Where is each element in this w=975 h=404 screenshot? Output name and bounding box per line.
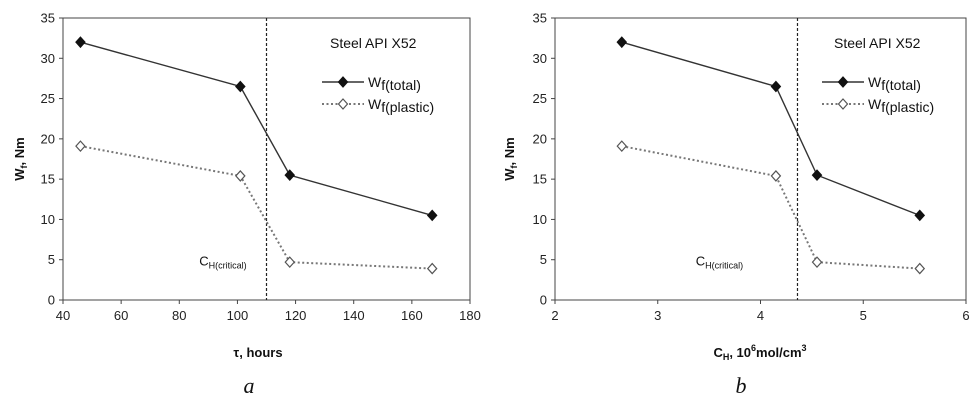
y-tick-label: 30 <box>41 51 55 66</box>
x-tick-label: 140 <box>343 308 365 323</box>
x-tick-label: 5 <box>860 308 867 323</box>
chart-panel-b: 0 5 10 15 20 25 30 35 2 3 4 5 6 Wf, Nm CH, 106mol/cm3 b… <box>502 11 970 399</box>
y-tick-label: 30 <box>533 51 547 66</box>
series-line-1 <box>621 145 920 270</box>
x-axis-title: τ, hours <box>233 345 282 360</box>
data-point <box>616 36 628 49</box>
x-tick-label: 6 <box>962 308 969 323</box>
critical-label: CH(critical) <box>199 253 246 270</box>
data-point <box>770 170 782 182</box>
y-tick-label: 0 <box>48 293 55 308</box>
data-point <box>235 170 246 182</box>
x-tick-label: 160 <box>401 308 423 323</box>
chart-annotation-title: Steel API X52 <box>330 35 417 51</box>
x-tick-label: 100 <box>227 308 249 323</box>
y-tick-label: 5 <box>48 252 55 267</box>
y-tick-label: 15 <box>533 172 547 187</box>
chart-annotation-title: Steel API X52 <box>834 35 921 51</box>
x-tick-label: 60 <box>114 308 128 323</box>
legend-label: Wf(total) <box>868 74 921 93</box>
critical-label: CH(critical) <box>696 253 743 270</box>
y-axis-title: Wf, Nm <box>12 137 29 180</box>
x-tick-label: 4 <box>757 308 764 323</box>
y-tick-label: 25 <box>533 91 547 106</box>
legend-label: Wf(plastic) <box>868 96 934 115</box>
legend-marker <box>337 76 349 88</box>
data-point <box>75 140 86 153</box>
y-axis-title: Wf, Nm <box>502 137 519 180</box>
legend-label: Wf(plastic) <box>368 96 434 115</box>
data-point <box>426 209 438 222</box>
chart-panel-a: 0 5 10 15 20 25 30 35 40 60 80 100 120 140 160 180 Wf, N… <box>12 11 481 399</box>
x-tick-label: 40 <box>56 308 70 323</box>
x-tick-label: 3 <box>654 308 661 323</box>
data-point <box>770 80 782 93</box>
legend-marker <box>837 98 849 110</box>
y-tick-label: 35 <box>41 11 55 26</box>
y-tick-label: 5 <box>540 252 547 267</box>
data-point <box>75 36 86 49</box>
legend-marker <box>337 98 349 110</box>
data-point <box>284 169 296 182</box>
data-point <box>235 80 246 93</box>
y-tick-label: 0 <box>540 293 547 308</box>
legend-marker <box>837 76 849 88</box>
x-tick-label: 2 <box>551 308 558 323</box>
y-tick-label: 15 <box>41 172 55 187</box>
y-tick-label: 10 <box>41 212 55 227</box>
x-tick-label: 180 <box>459 308 481 323</box>
y-tick-label: 25 <box>41 91 55 106</box>
data-point <box>426 262 438 275</box>
x-tick-label: 120 <box>285 308 307 323</box>
x-axis-title: CH, 106mol/cm3 <box>713 343 806 362</box>
y-tick-label: 20 <box>41 131 55 146</box>
legend-label: Wf(total) <box>368 74 421 93</box>
panel-letter: b <box>736 373 747 398</box>
panel-letter: a <box>244 373 255 398</box>
series-line-0 <box>621 41 921 217</box>
y-tick-label: 35 <box>533 11 547 26</box>
data-point <box>811 256 823 269</box>
y-tick-label: 20 <box>533 131 547 146</box>
series-line-0 <box>80 41 433 217</box>
data-point <box>914 209 926 222</box>
data-point <box>284 256 296 269</box>
series-line-1 <box>80 145 433 270</box>
y-tick-label: 10 <box>533 212 547 227</box>
data-point <box>914 262 926 275</box>
plot-frame <box>554 17 967 301</box>
data-point <box>616 140 628 153</box>
data-point <box>811 169 823 182</box>
x-tick-label: 80 <box>172 308 186 323</box>
